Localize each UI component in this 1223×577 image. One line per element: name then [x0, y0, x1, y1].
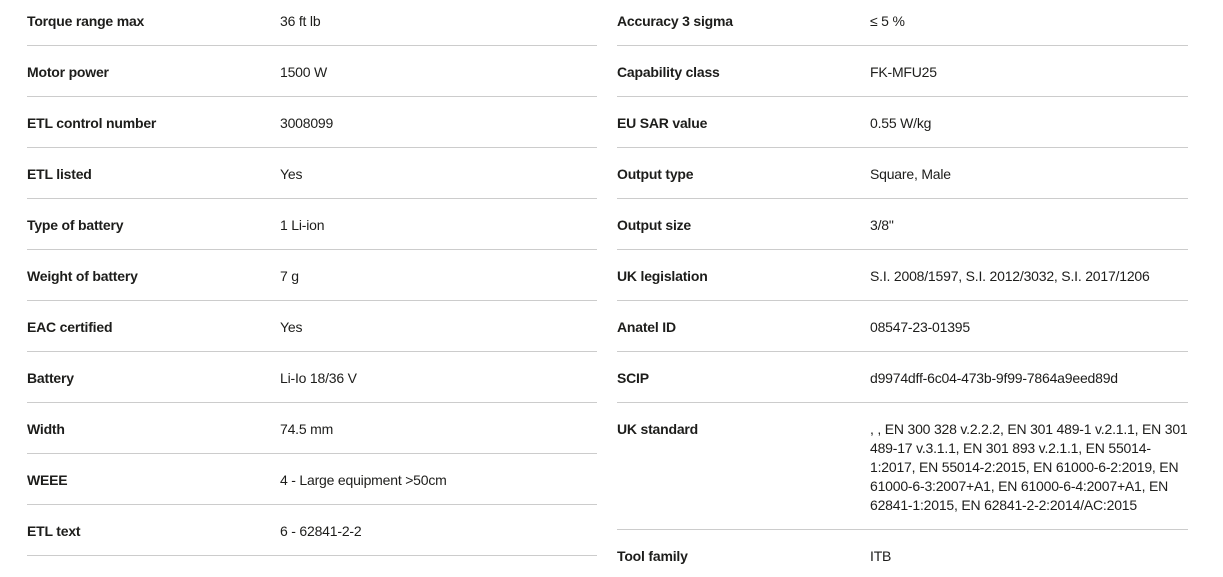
spec-label: EAC certified [27, 319, 113, 335]
spec-row: ETL text 6 - 62841-2-2 [27, 505, 597, 556]
spec-value: 74.5 mm [280, 421, 334, 437]
spec-label: ETL control number [27, 115, 157, 131]
spec-value: Yes [280, 166, 303, 182]
spec-value: FK-MFU25 [870, 64, 937, 80]
spec-row: Weight of battery 7 g [27, 250, 597, 301]
spec-label: EU SAR value [617, 115, 708, 131]
spec-value: 3/8" [870, 217, 894, 233]
spec-row: Tool family ITB [617, 530, 1188, 577]
spec-row: Type of battery 1 Li-ion [27, 199, 597, 250]
spec-row: Capability class FK-MFU25 [617, 46, 1188, 97]
spec-row: ETL listed Yes [27, 148, 597, 199]
spec-value: 6 - 62841-2-2 [280, 523, 362, 539]
spec-value: S.I. 2008/1597, S.I. 2012/3032, S.I. 201… [870, 268, 1150, 284]
spec-label: ETL text [27, 523, 81, 539]
spec-label: Torque range max [27, 13, 145, 29]
spec-row: Motor power 1500 W [27, 46, 597, 97]
spec-row: UK standard , , EN 300 328 v.2.2.2, EN 3… [617, 403, 1188, 530]
spec-row: Anatel ID 08547-23-01395 [617, 301, 1188, 352]
spec-value: 7 g [280, 268, 299, 284]
spec-label: SCIP [617, 370, 649, 386]
spec-label: UK standard [617, 421, 699, 437]
spec-value: 1500 W [280, 64, 328, 80]
spec-label: Tool family [617, 548, 688, 564]
spec-row: Accuracy 3 sigma ≤ 5 % [617, 0, 1188, 46]
spec-value: ITB [870, 548, 892, 564]
spec-label: Capability class [617, 64, 720, 80]
spec-row: WEEE 4 - Large equipment >50cm [27, 454, 597, 505]
spec-label: Width [27, 421, 65, 437]
spec-label: Output size [617, 217, 692, 233]
spec-label: UK legislation [617, 268, 708, 284]
spec-table-left: Torque range max 36 ft lb Motor power 15… [27, 0, 597, 556]
spec-label: Weight of battery [27, 268, 138, 284]
spec-table-right: Accuracy 3 sigma ≤ 5 % Capability class … [617, 0, 1188, 577]
spec-value: Yes [280, 319, 303, 335]
spec-value: , , EN 300 328 v.2.2.2, EN 301 489-1 v.2… [870, 421, 1188, 513]
spec-value: 08547-23-01395 [870, 319, 970, 335]
spec-label: Motor power [27, 64, 109, 80]
spec-value: 3008099 [280, 115, 334, 131]
spec-label: Accuracy 3 sigma [617, 13, 733, 29]
spec-label: ETL listed [27, 166, 92, 182]
spec-row: EU SAR value 0.55 W/kg [617, 97, 1188, 148]
spec-value: 36 ft lb [280, 13, 321, 29]
spec-row: EAC certified Yes [27, 301, 597, 352]
spec-row: Output size 3/8" [617, 199, 1188, 250]
spec-row: Torque range max 36 ft lb [27, 0, 597, 46]
spec-value: ≤ 5 % [870, 13, 905, 29]
spec-value: Li-Io 18/36 V [280, 370, 357, 386]
spec-value: 0.55 W/kg [870, 115, 932, 131]
spec-row: Width 74.5 mm [27, 403, 597, 454]
spec-value: 1 Li-ion [280, 217, 325, 233]
spec-row: UK legislation S.I. 2008/1597, S.I. 2012… [617, 250, 1188, 301]
spec-value: 4 - Large equipment >50cm [280, 472, 447, 488]
spec-value: Square, Male [870, 166, 951, 182]
spec-label: Output type [617, 166, 694, 182]
spec-label: WEEE [27, 472, 68, 488]
spec-row: ETL control number 3008099 [27, 97, 597, 148]
spec-row: Output type Square, Male [617, 148, 1188, 199]
spec-label: Anatel ID [617, 319, 676, 335]
spec-label: Type of battery [27, 217, 124, 233]
spec-row: SCIP d9974dff-6c04-473b-9f99-7864a9eed89… [617, 352, 1188, 403]
spec-row: Battery Li-Io 18/36 V [27, 352, 597, 403]
spec-value: d9974dff-6c04-473b-9f99-7864a9eed89d [870, 370, 1118, 386]
spec-label: Battery [27, 370, 74, 386]
